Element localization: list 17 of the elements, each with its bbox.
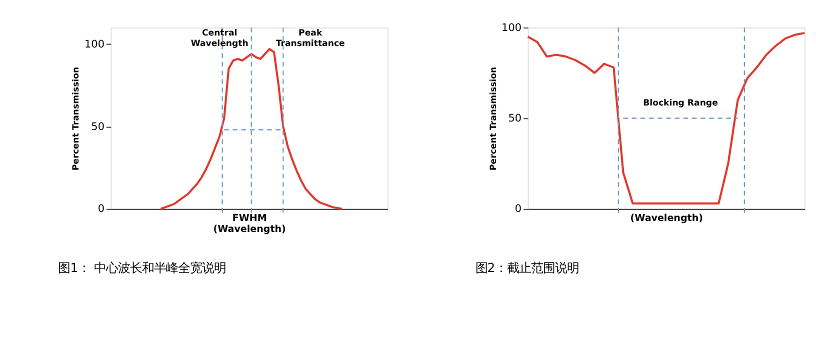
y-tick-label: 50 [91,120,105,133]
y-tick-label: 50 [508,112,522,125]
y-axis-title: Percent Transmission [72,66,82,170]
y-tick-label: 100 [84,38,105,50]
annotation: Blocking Range [643,98,718,108]
y-tick-label: 100 [502,22,522,34]
y-tick-label: 0 [514,203,522,216]
line-series [160,48,344,210]
x-axis-title: (Wavelength) [630,212,703,224]
caption: 图1： 中心波长和半峰全宽说明 [58,260,226,275]
x-axis-title: FWHM (Wavelength) [213,212,286,236]
annotation: Peak Transmittance [276,28,346,50]
annotation: Central Wavelength [190,28,248,50]
y-tick-label: 0 [98,203,105,216]
y-axis-title: Percent Transmission [488,66,499,170]
line-series [526,32,806,204]
caption: 图2：截止范围说明 [475,260,580,275]
